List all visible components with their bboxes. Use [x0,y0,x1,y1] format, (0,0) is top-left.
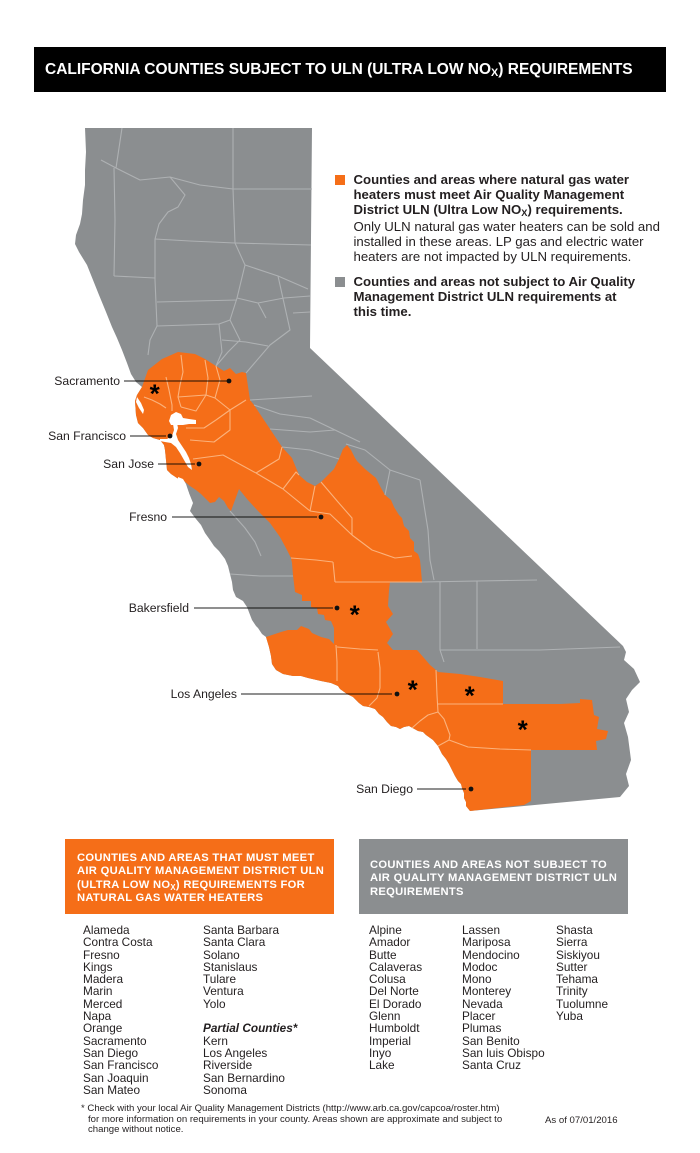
svg-text:*: * [150,379,161,409]
svg-text:*: * [518,715,529,745]
svg-text:*: * [408,675,419,705]
svg-text:Sacramento: Sacramento [54,374,120,388]
svg-text:Bakersfield: Bakersfield [129,601,189,615]
svg-text:*: * [350,600,361,630]
svg-text:San Jose: San Jose [103,457,154,471]
svg-text:San Diego: San Diego [356,782,413,796]
svg-text:*: * [465,681,476,711]
svg-text:Los Angeles: Los Angeles [171,687,237,701]
svg-text:Fresno: Fresno [129,510,167,524]
svg-text:San Francisco: San Francisco [48,429,126,443]
